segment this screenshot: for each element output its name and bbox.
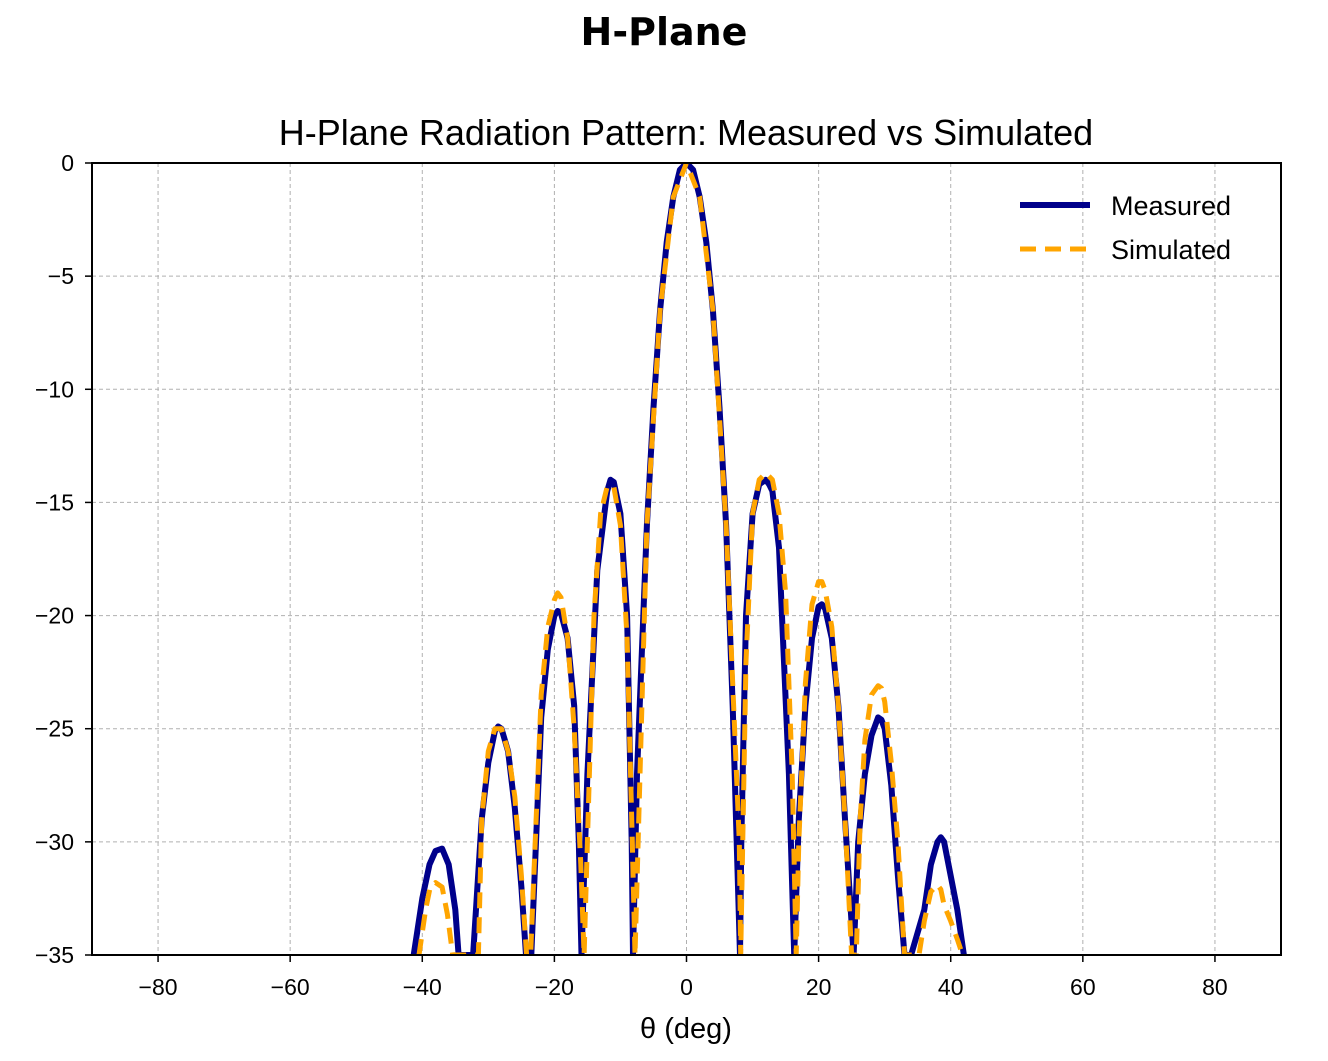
y-tick-label: −35 bbox=[35, 942, 74, 968]
y-tick-label: −15 bbox=[35, 489, 74, 515]
page-heading: H-Plane bbox=[580, 10, 748, 54]
tick-layer: −80 −60 −40 −20 0 20 40 60 80 0 −5 −10 −15 −20 −25 −30 −… bbox=[35, 150, 1228, 1000]
x-tick-label: 20 bbox=[806, 974, 832, 1000]
series-line-simulated bbox=[416, 163, 965, 955]
legend-label-measured: Measured bbox=[1111, 191, 1231, 221]
y-tick-label: −30 bbox=[35, 829, 74, 855]
x-tick-label: 80 bbox=[1202, 974, 1228, 1000]
legend: Measured Simulated bbox=[1020, 191, 1231, 265]
series-layer bbox=[410, 163, 967, 955]
x-axis-label: θ (deg) bbox=[640, 1013, 732, 1045]
grid-layer bbox=[92, 162, 1281, 956]
y-tick-label: −5 bbox=[48, 263, 74, 289]
legend-label-simulated: Simulated bbox=[1111, 235, 1231, 265]
y-tick-label: −10 bbox=[35, 376, 74, 402]
x-tick-label: 0 bbox=[680, 974, 693, 1000]
y-tick-label: −20 bbox=[35, 603, 74, 629]
x-tick-label: −80 bbox=[139, 974, 178, 1000]
x-tick-label: 40 bbox=[938, 974, 964, 1000]
y-tick-label: −25 bbox=[35, 716, 74, 742]
chart-title: H-Plane Radiation Pattern: Measured vs S… bbox=[279, 112, 1093, 153]
y-tick-label: 0 bbox=[61, 150, 74, 176]
x-tick-label: −60 bbox=[271, 974, 310, 1000]
x-tick-label: 60 bbox=[1070, 974, 1096, 1000]
x-tick-label: −40 bbox=[403, 974, 442, 1000]
x-tick-label: −20 bbox=[535, 974, 574, 1000]
series-line-measured bbox=[410, 163, 967, 955]
